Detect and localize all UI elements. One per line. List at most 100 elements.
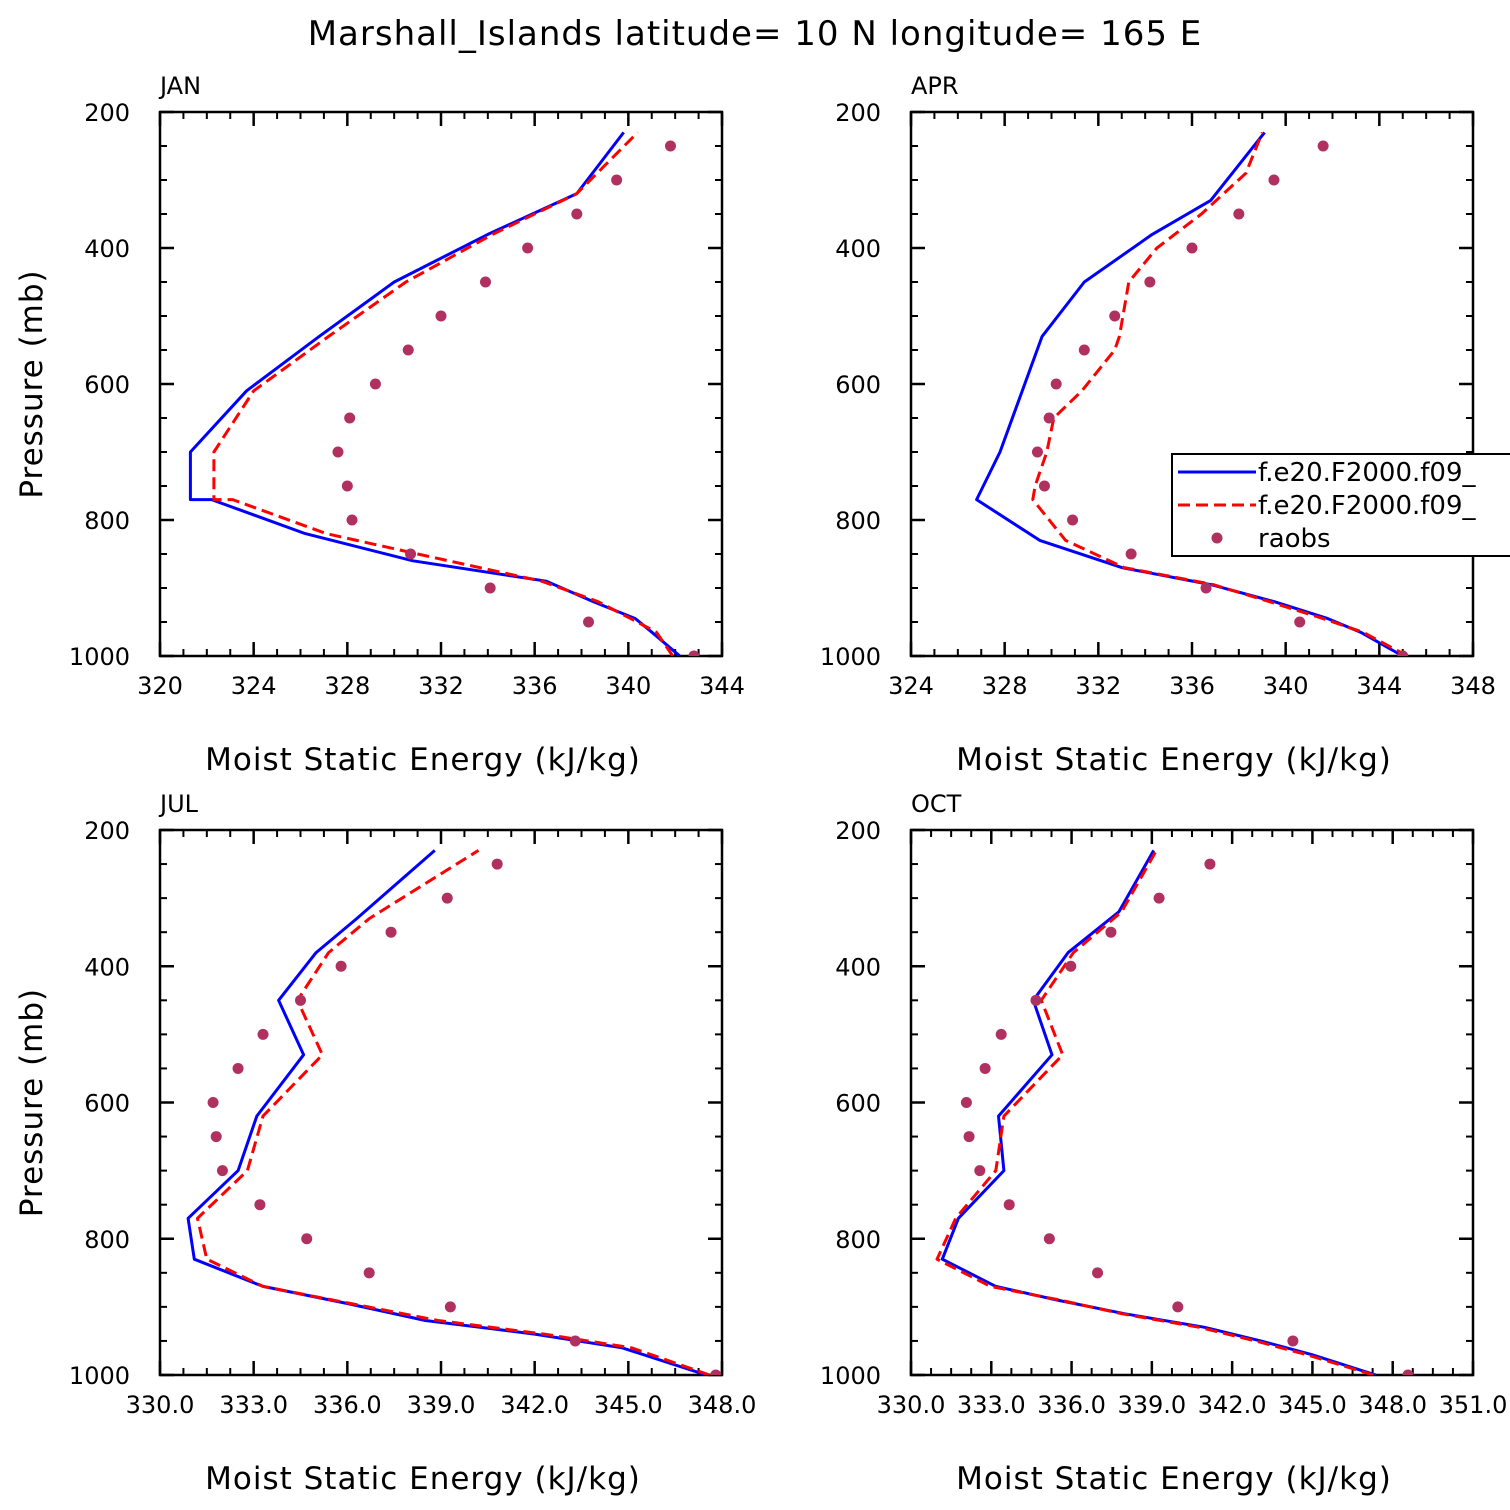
raobs-point	[1317, 140, 1329, 152]
panel-jan: 320 324 328 332 336 340 344 200 400 600 800 1000 JAN…	[14, 72, 745, 778]
raobs-point	[385, 926, 397, 938]
model-dashed-line	[212, 131, 675, 656]
raobs-point	[341, 480, 353, 492]
x-tick-label: 344	[1356, 672, 1402, 700]
raobs-point	[1153, 892, 1165, 904]
x-tick-label: 342.0	[1198, 1391, 1267, 1419]
raobs-point	[332, 446, 344, 458]
raobs-point	[571, 208, 583, 220]
model-dashed-line	[935, 849, 1374, 1375]
y-axis-label: Pressure (mb)	[14, 988, 50, 1217]
raobs-point	[491, 858, 503, 870]
legend-label: raobs	[1258, 524, 1331, 554]
raobs-point	[963, 1131, 975, 1143]
x-tick-label: 330.0	[126, 1391, 195, 1419]
raobs-point	[216, 1165, 228, 1177]
x-tick-label: 345.0	[594, 1391, 663, 1419]
x-axis-label: Moist Static Energy (kJ/kg)	[205, 1461, 641, 1497]
panels: 320 324 328 332 336 340 344 200 400 600 800 1000 JAN…	[14, 72, 1507, 1497]
raobs-point	[1144, 276, 1156, 288]
raobs-point	[1200, 582, 1212, 594]
raobs-point	[974, 1165, 986, 1177]
raobs-point	[301, 1233, 313, 1245]
x-tick-label: 333.0	[957, 1391, 1026, 1419]
x-tick-label: 332	[418, 672, 464, 700]
x-tick-label: 336	[512, 672, 558, 700]
x-tick-label: 348.0	[688, 1391, 757, 1419]
y-tick-label: 1000	[69, 643, 130, 671]
x-tick-label: 320	[137, 672, 183, 700]
raobs-point	[369, 378, 381, 390]
x-tick-label: 336	[1169, 672, 1215, 700]
x-tick-label: 330.0	[877, 1391, 946, 1419]
x-tick-label: 336.0	[313, 1391, 382, 1419]
panel-apr: 324 328 332 336 340 344 348 200 400 600 800 1000 APR…	[820, 72, 1496, 778]
raobs-point	[1105, 926, 1117, 938]
series-group	[935, 849, 1414, 1375]
x-axis-label: Moist Static Energy (kJ/kg)	[205, 742, 641, 778]
series-group	[188, 131, 700, 656]
raobs-point	[1294, 616, 1306, 628]
raobs-point	[1233, 208, 1245, 220]
raobs-point	[1003, 1199, 1015, 1211]
raobs-point	[1186, 242, 1198, 254]
x-tick-label: 339.0	[1117, 1391, 1186, 1419]
x-tick-label: 336.0	[1037, 1391, 1106, 1419]
model-dashed-line	[1031, 131, 1409, 656]
x-tick-label: 324	[888, 672, 934, 700]
legend-marker	[1211, 532, 1223, 544]
x-tick-label: 344	[699, 672, 745, 700]
raobs-point	[1172, 1301, 1184, 1313]
raobs-point	[611, 174, 623, 186]
raobs-point	[435, 310, 447, 322]
raobs-point	[1125, 548, 1137, 560]
y-tick-label: 600	[84, 1090, 130, 1118]
x-tick-label: 345.0	[1278, 1391, 1347, 1419]
series-group	[975, 131, 1409, 656]
raobs-point	[344, 412, 356, 424]
legend: f.e20.F2000.f09_f.e20.F2000.f09_raobs	[1171, 453, 1510, 557]
raobs-point	[441, 892, 453, 904]
raobs-point	[1050, 378, 1062, 390]
raobs-point	[1043, 412, 1055, 424]
y-tick-label: 600	[84, 371, 130, 399]
raobs-point	[1204, 858, 1216, 870]
x-tick-label: 339.0	[407, 1391, 476, 1419]
y-tick-label: 400	[84, 953, 130, 981]
x-tick-label: 340	[1263, 672, 1309, 700]
raobs-point	[346, 514, 358, 526]
y-tick-label: 1000	[820, 643, 881, 671]
raobs-point	[522, 242, 534, 254]
x-tick-label: 351.0	[1439, 1391, 1508, 1419]
y-tick-label: 200	[835, 99, 881, 127]
raobs-point	[1067, 514, 1079, 526]
y-tick-label: 200	[84, 817, 130, 845]
panel-jul: 330.0 333.0 336.0 339.0 342.0 345.0 348.0 200 40…	[14, 790, 756, 1497]
raobs-point	[1287, 1335, 1299, 1347]
y-tick-label: 600	[835, 371, 881, 399]
series-group	[186, 849, 722, 1375]
x-tick-label: 333.0	[219, 1391, 288, 1419]
x-axis-label: Moist Static Energy (kJ/kg)	[956, 742, 1392, 778]
x-axis-label: Moist Static Energy (kJ/kg)	[956, 1461, 1392, 1497]
x-tick-label: 328	[982, 672, 1028, 700]
raobs-point	[569, 1335, 581, 1347]
raobs-point	[1397, 650, 1409, 656]
y-tick-label: 200	[84, 99, 130, 127]
raobs-point	[254, 1199, 266, 1211]
x-tick-label: 332	[1075, 672, 1121, 700]
raobs-point	[1268, 174, 1280, 186]
raobs-point	[402, 344, 414, 356]
raobs-point	[444, 1301, 456, 1313]
raobs-point	[664, 140, 676, 152]
panel-title: APR	[911, 72, 959, 100]
raobs-point	[210, 1131, 222, 1143]
raobs-point	[1031, 446, 1043, 458]
raobs-point	[405, 548, 417, 560]
raobs-point	[1043, 1233, 1055, 1245]
y-axis-label: Pressure (mb)	[14, 269, 50, 498]
y-tick-label: 800	[835, 507, 881, 535]
raobs-point	[1402, 1369, 1414, 1375]
raobs-point	[479, 276, 491, 288]
